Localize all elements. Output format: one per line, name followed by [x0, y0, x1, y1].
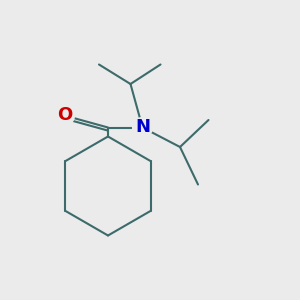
Text: N: N [135, 118, 150, 136]
Text: O: O [57, 106, 72, 124]
Circle shape [55, 106, 74, 125]
Circle shape [133, 118, 152, 137]
